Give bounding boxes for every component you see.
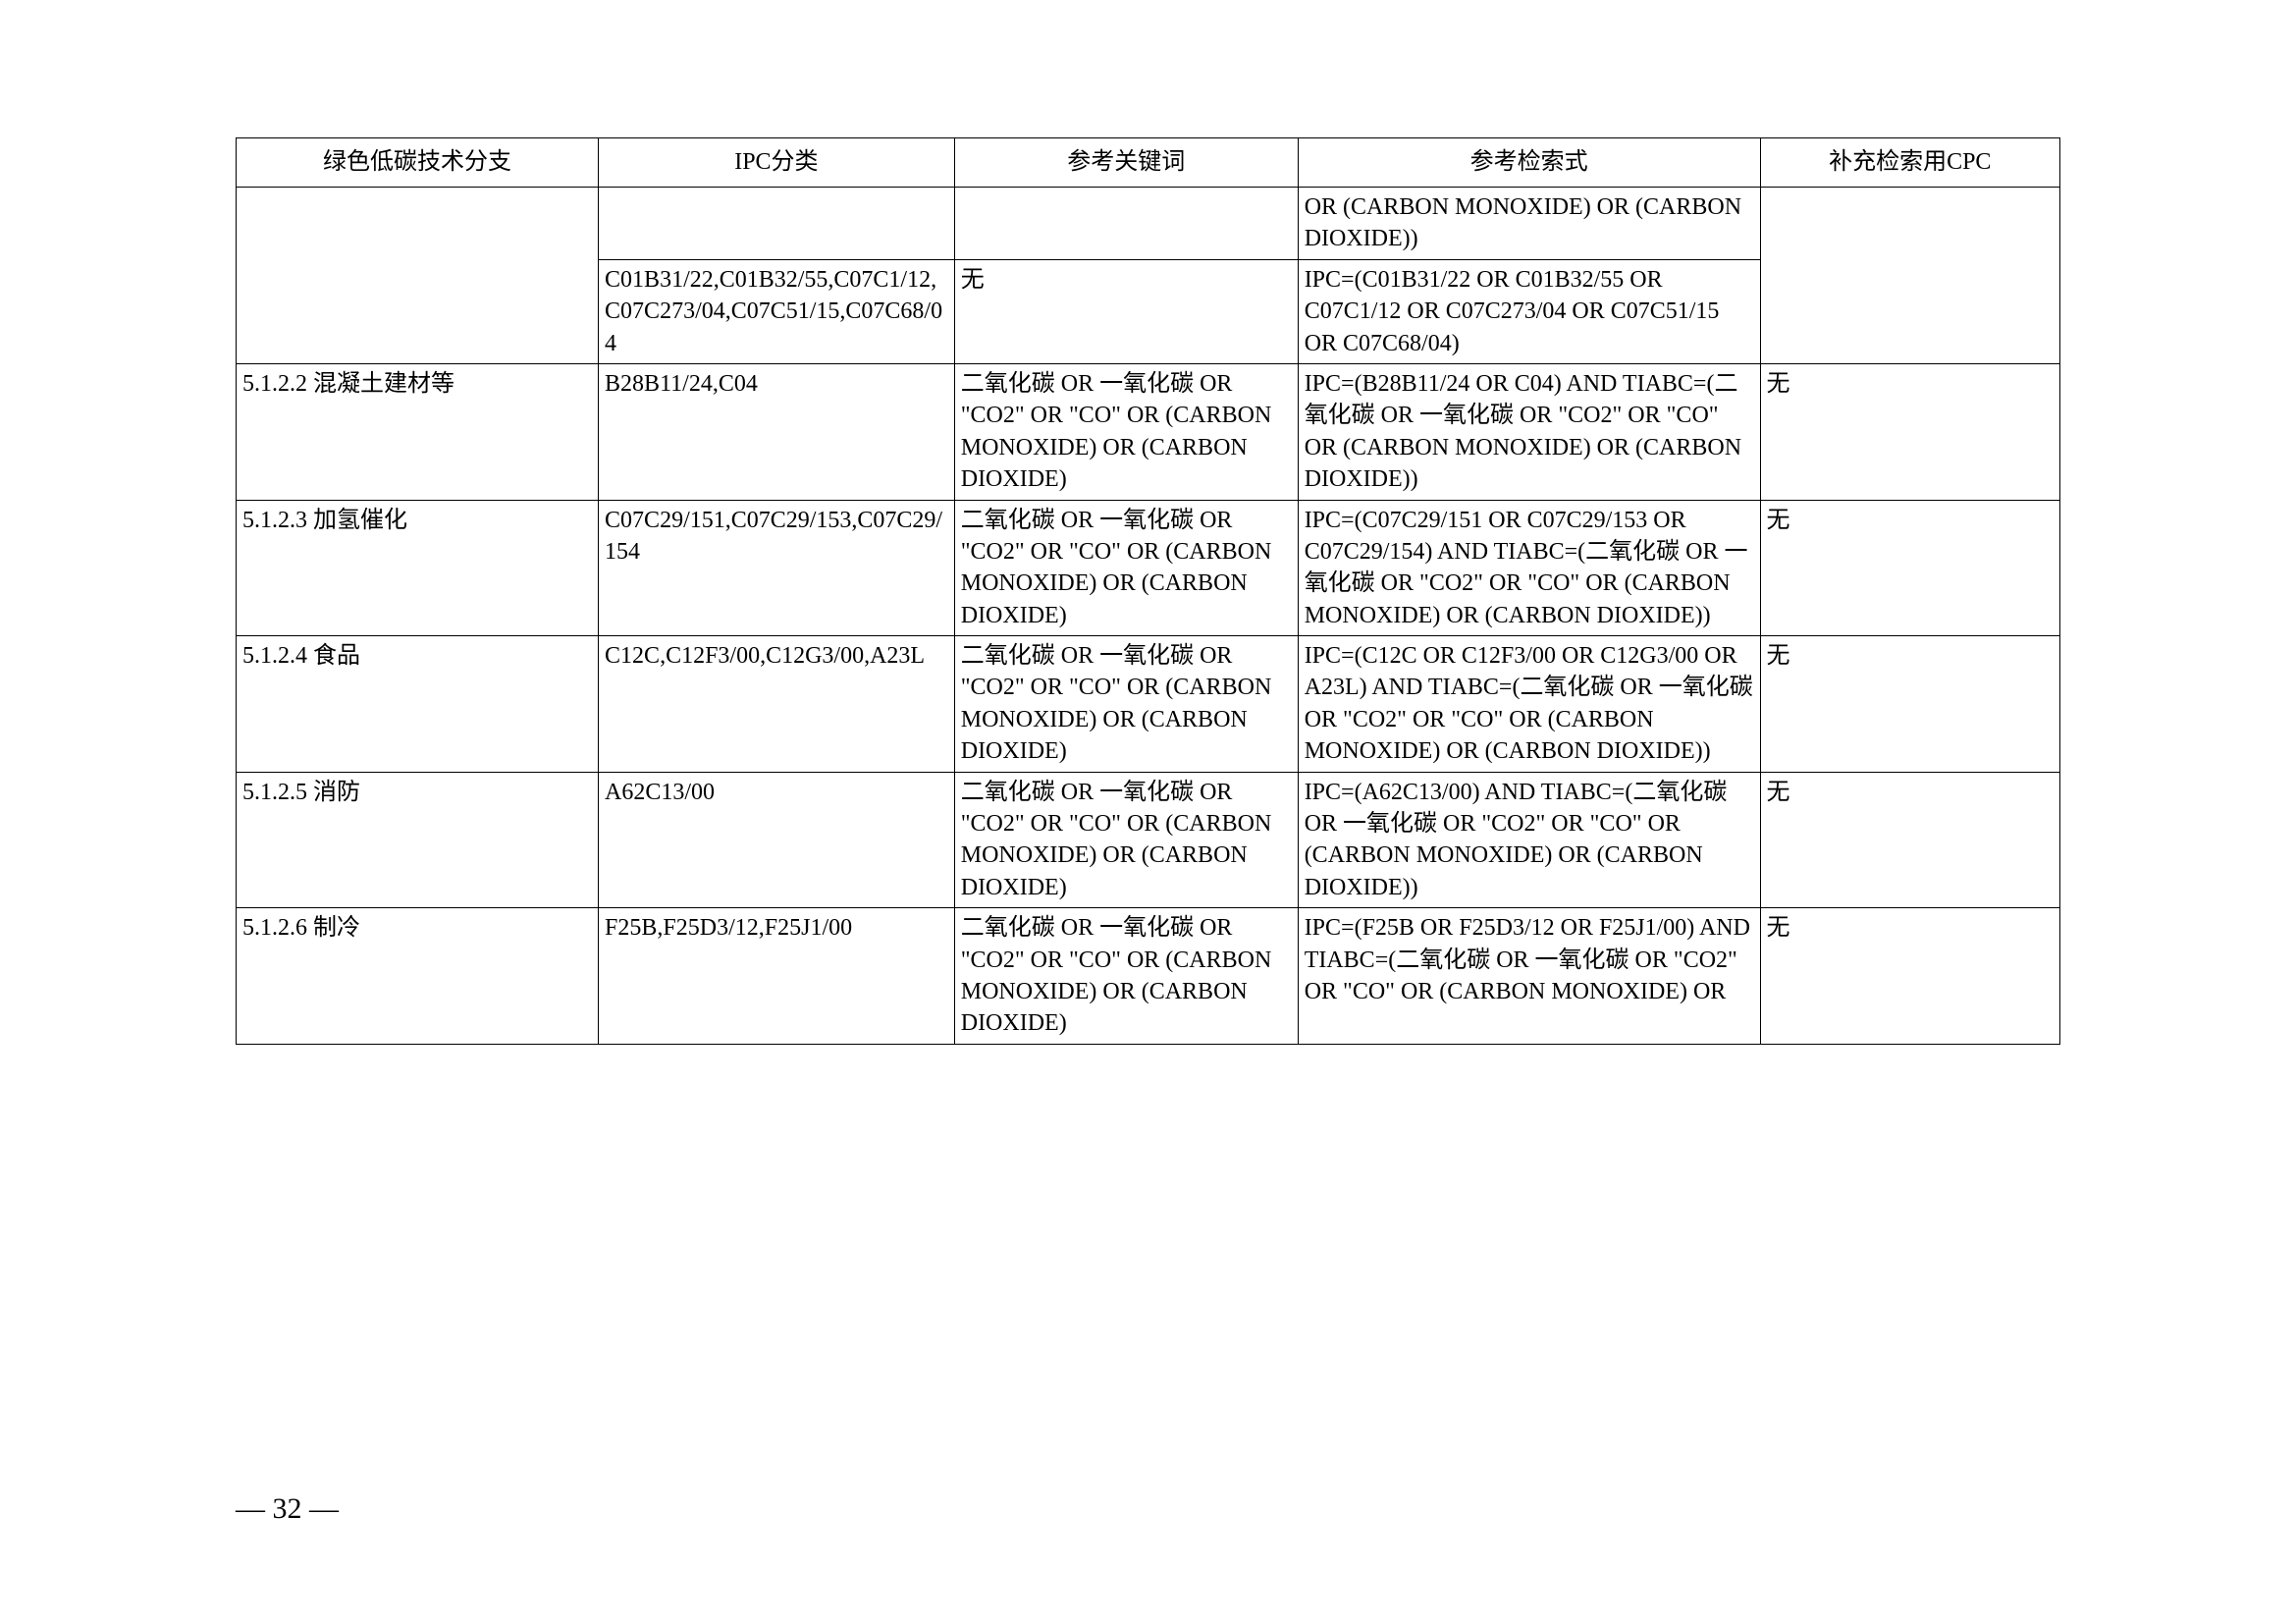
cell-searchexpr: IPC=(C12C OR C12F3/00 OR C12G3/00 OR A23… — [1298, 636, 1760, 773]
table-row: 5.1.2.2 混凝土建材等 B28B11/24,C04 二氧化碳 OR 一氧化… — [237, 363, 2060, 500]
classification-table: 绿色低碳技术分支 IPC分类 参考关键词 参考检索式 补充检索用CPC OR (… — [236, 137, 2060, 1045]
cell-searchexpr: OR (CARBON MONOXIDE) OR (CARBON DIOXIDE)… — [1298, 188, 1760, 260]
cell-ipc: C07C29/151,C07C29/153,C07C29/154 — [599, 500, 955, 636]
cell-branch: 5.1.2.3 加氢催化 — [237, 500, 599, 636]
cell-keywords: 二氧化碳 OR 一氧化碳 OR "CO2" OR "CO" OR (CARBON… — [954, 636, 1298, 773]
cell-cpc: 无 — [1760, 772, 2059, 908]
cell-ipc: F25B,F25D3/12,F25J1/00 — [599, 908, 955, 1045]
cell-cpc: 无 — [1760, 908, 2059, 1045]
cell-searchexpr: IPC=(B28B11/24 OR C04) AND TIABC=(二氧化碳 O… — [1298, 363, 1760, 500]
cell-branch: 5.1.2.6 制冷 — [237, 908, 599, 1045]
header-cpc: 补充检索用CPC — [1760, 138, 2059, 188]
cell-ipc: A62C13/00 — [599, 772, 955, 908]
cell-keywords: 二氧化碳 OR 一氧化碳 OR "CO2" OR "CO" OR (CARBON… — [954, 908, 1298, 1045]
cell-searchexpr: IPC=(C01B31/22 OR C01B32/55 OR C07C1/12 … — [1298, 259, 1760, 363]
cell-keywords: 无 — [954, 259, 1298, 363]
table-row: 5.1.2.6 制冷 F25B,F25D3/12,F25J1/00 二氧化碳 O… — [237, 908, 2060, 1045]
cell-keywords — [954, 188, 1298, 260]
page-number: — 32 — — [236, 1492, 339, 1526]
cell-branch: 5.1.2.5 消防 — [237, 772, 599, 908]
table-row: OR (CARBON MONOXIDE) OR (CARBON DIOXIDE)… — [237, 188, 2060, 260]
cell-branch: 5.1.2.2 混凝土建材等 — [237, 363, 599, 500]
header-branch: 绿色低碳技术分支 — [237, 138, 599, 188]
table-body: OR (CARBON MONOXIDE) OR (CARBON DIOXIDE)… — [237, 188, 2060, 1045]
page-container: 绿色低碳技术分支 IPC分类 参考关键词 参考检索式 补充检索用CPC OR (… — [0, 0, 2296, 1045]
cell-ipc: C12C,C12F3/00,C12G3/00,A23L — [599, 636, 955, 773]
cell-searchexpr: IPC=(C07C29/151 OR C07C29/153 OR C07C29/… — [1298, 500, 1760, 636]
cell-keywords: 二氧化碳 OR 一氧化碳 OR "CO2" OR "CO" OR (CARBON… — [954, 500, 1298, 636]
cell-cpc: 无 — [1760, 363, 2059, 500]
cell-cpc: 无 — [1760, 636, 2059, 773]
cell-searchexpr: IPC=(F25B OR F25D3/12 OR F25J1/00) AND T… — [1298, 908, 1760, 1045]
cell-ipc: B28B11/24,C04 — [599, 363, 955, 500]
cell-cpc: 无 — [1760, 500, 2059, 636]
cell-ipc — [599, 188, 955, 260]
cell-keywords: 二氧化碳 OR 一氧化碳 OR "CO2" OR "CO" OR (CARBON… — [954, 363, 1298, 500]
cell-keywords: 二氧化碳 OR 一氧化碳 OR "CO2" OR "CO" OR (CARBON… — [954, 772, 1298, 908]
table-row: 5.1.2.3 加氢催化 C07C29/151,C07C29/153,C07C2… — [237, 500, 2060, 636]
table-row: 5.1.2.4 食品 C12C,C12F3/00,C12G3/00,A23L 二… — [237, 636, 2060, 773]
cell-branch — [237, 188, 599, 364]
cell-ipc: C01B31/22,C01B32/55,C07C1/12,C07C273/04,… — [599, 259, 955, 363]
header-ipc: IPC分类 — [599, 138, 955, 188]
table-row: 5.1.2.5 消防 A62C13/00 二氧化碳 OR 一氧化碳 OR "CO… — [237, 772, 2060, 908]
cell-branch: 5.1.2.4 食品 — [237, 636, 599, 773]
cell-cpc — [1760, 188, 2059, 364]
header-searchexpr: 参考检索式 — [1298, 138, 1760, 188]
header-keywords: 参考关键词 — [954, 138, 1298, 188]
table-header-row: 绿色低碳技术分支 IPC分类 参考关键词 参考检索式 补充检索用CPC — [237, 138, 2060, 188]
cell-searchexpr: IPC=(A62C13/00) AND TIABC=(二氧化碳 OR 一氧化碳 … — [1298, 772, 1760, 908]
